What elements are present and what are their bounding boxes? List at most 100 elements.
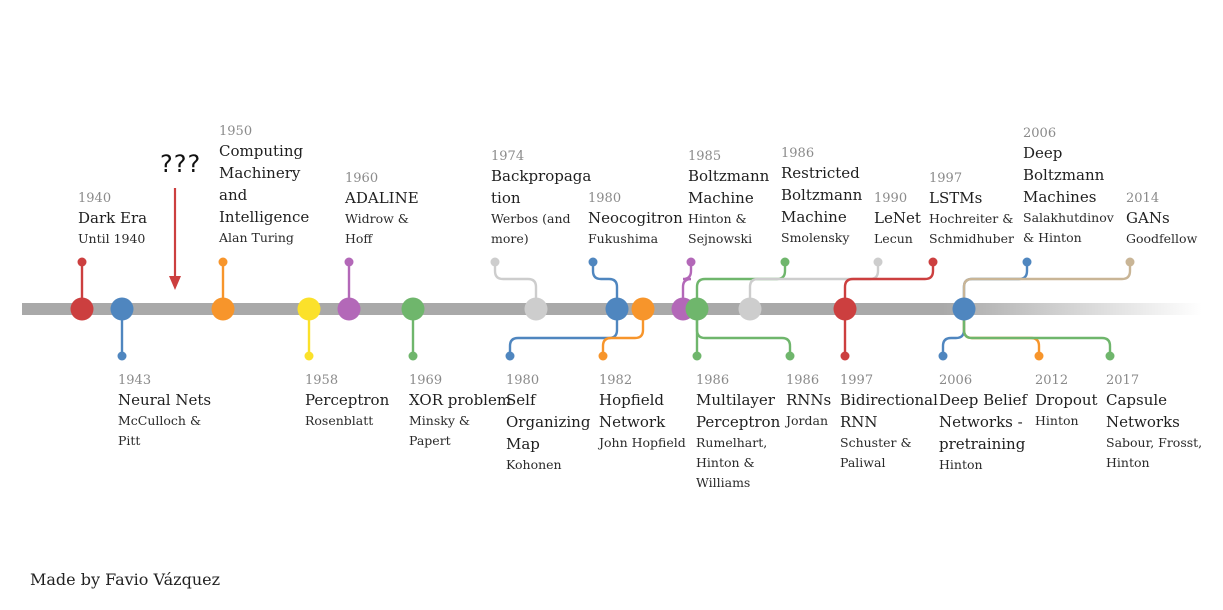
event-title: Self — [506, 389, 590, 411]
event-authors: Rumelhart, — [696, 433, 780, 453]
event-dot — [599, 352, 608, 361]
event-authors: McCulloch & — [118, 411, 211, 431]
event-label-boltzmann-machine: 1985 Boltzmann Machine Hinton & Sejnowski — [688, 148, 769, 249]
event-year: 1990 — [874, 190, 921, 207]
event-year: 1974 — [491, 148, 591, 165]
event-label-adaline: 1960 ADALINE Widrow & Hoff — [345, 170, 419, 249]
event-title: Machines — [1023, 186, 1114, 208]
event-title: tion — [491, 187, 591, 209]
event-year: 1943 — [118, 372, 211, 389]
event-authors: Hinton & — [688, 209, 769, 229]
event-label-dark-era: 1940 Dark Era Until 1940 — [78, 190, 147, 249]
timeline-node — [606, 298, 629, 321]
connector-line — [964, 309, 1110, 356]
timeline-node — [739, 298, 762, 321]
event-title: Perceptron — [696, 411, 780, 433]
connector-line — [964, 262, 1130, 309]
timeline-node — [298, 298, 321, 321]
event-year: 1985 — [688, 148, 769, 165]
event-label-lenet: 1990 LeNet Lecun — [874, 190, 921, 249]
timeline-node — [632, 298, 655, 321]
event-title: Organizing — [506, 411, 590, 433]
event-dot — [1023, 258, 1032, 267]
event-title: pretraining — [939, 433, 1027, 455]
event-authors: Hinton — [1106, 453, 1202, 473]
connector-line — [510, 309, 617, 356]
timeline-node — [338, 298, 361, 321]
event-authors: Salakhutdinov — [1023, 208, 1114, 228]
event-year: 1986 — [786, 372, 831, 389]
event-authors: Paliwal — [840, 453, 938, 473]
timeline-node — [212, 298, 235, 321]
event-title: Perceptron — [305, 389, 389, 411]
event-authors: Rosenblatt — [305, 411, 389, 431]
event-dot — [1126, 258, 1135, 267]
event-year: 1986 — [781, 145, 862, 162]
event-authors: Alan Turing — [219, 228, 309, 248]
event-authors: Hochreiter & — [929, 209, 1014, 229]
connector-line — [964, 262, 1027, 309]
event-title: RNNs — [786, 389, 831, 411]
event-year: 2006 — [1023, 125, 1114, 142]
timeline-node — [402, 298, 425, 321]
event-authors: John Hopfield — [599, 433, 686, 453]
event-title: GANs — [1126, 207, 1197, 229]
event-label-lstms: 1997 LSTMs Hochreiter & Schmidhuber — [929, 170, 1014, 249]
event-label-backpropagation: 1974 Backpropaga tion Werbos (and more) — [491, 148, 591, 249]
event-dot — [929, 258, 938, 267]
event-dot — [78, 258, 87, 267]
event-title: Dropout — [1035, 389, 1098, 411]
event-title: and — [219, 184, 309, 206]
event-label-multilayer-perceptron: 1986 Multilayer Perceptron Rumelhart, Hinton… — [696, 372, 780, 493]
event-year: 1997 — [929, 170, 1014, 187]
event-authors: Schmidhuber — [929, 229, 1014, 249]
event-dot — [786, 352, 795, 361]
event-dot — [589, 258, 598, 267]
event-authors: & Hinton — [1023, 228, 1114, 248]
timeline-node — [834, 298, 857, 321]
event-title: Computing — [219, 140, 309, 162]
event-title: LSTMs — [929, 187, 1014, 209]
event-year: 1958 — [305, 372, 389, 389]
event-label-deep-boltzmann: 2006 Deep Boltzmann Machines Salakhutdinov & … — [1023, 125, 1114, 248]
event-title: Bidirectional — [840, 389, 938, 411]
event-dot — [874, 258, 883, 267]
event-label-self-organizing-map: 1980 Self Organizing Map Kohonen — [506, 372, 590, 475]
event-dot — [409, 352, 418, 361]
event-authors: Schuster & — [840, 433, 938, 453]
event-dot — [693, 352, 702, 361]
event-authors: Werbos (and — [491, 209, 591, 229]
event-authors: Hinton — [939, 455, 1027, 475]
event-year: 1969 — [409, 372, 511, 389]
event-year: 1950 — [219, 123, 309, 140]
event-title: Boltzmann — [1023, 164, 1114, 186]
event-label-gans: 2014 GANs Goodfellow — [1126, 190, 1197, 249]
connector-line — [964, 309, 1039, 356]
event-label-xor-problem: 1969 XOR problem Minsky & Papert — [409, 372, 511, 451]
event-title: Capsule — [1106, 389, 1202, 411]
timeline-node — [953, 298, 976, 321]
event-label-hopfield-network: 1982 Hopfield Network John Hopfield — [599, 372, 686, 453]
event-title: ADALINE — [345, 187, 419, 209]
event-title: Network — [599, 411, 686, 433]
event-label-neocogitron: 1980 Neocogitron Fukushima — [588, 190, 683, 249]
event-year: 1940 — [78, 190, 147, 207]
event-title: Intelligence — [219, 206, 309, 228]
connector-line — [845, 262, 933, 309]
event-title: Deep Belief — [939, 389, 1027, 411]
timeline-node — [525, 298, 548, 321]
event-label-rnns: 1986 RNNs Jordan — [786, 372, 831, 431]
event-title: Neural Nets — [118, 389, 211, 411]
event-authors: more) — [491, 229, 591, 249]
event-title: Deep — [1023, 142, 1114, 164]
event-title: Map — [506, 433, 590, 455]
event-year: 1980 — [506, 372, 590, 389]
event-dot — [1106, 352, 1115, 361]
event-authors: Hinton & — [696, 453, 780, 473]
event-dot — [841, 352, 850, 361]
event-authors: Until 1940 — [78, 229, 147, 249]
event-year: 1982 — [599, 372, 686, 389]
connector-line — [750, 262, 878, 309]
event-dot — [305, 352, 314, 361]
